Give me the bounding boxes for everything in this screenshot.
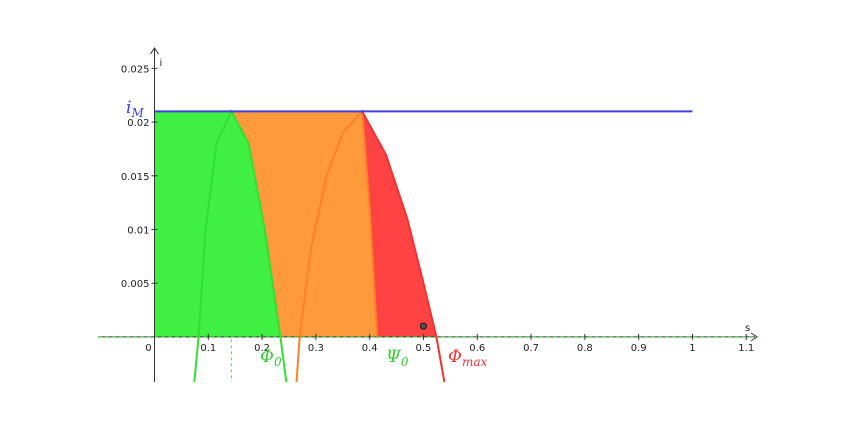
annotation-sub: max [462,355,488,369]
curve [295,109,379,383]
y-tick-label: 0.025 [121,64,150,75]
y-tick-label: 0.015 [121,172,150,183]
x-tick-label: 0.1 [200,343,216,354]
fill-region [231,111,378,337]
x-tick-label: 0.5 [416,343,432,354]
x-tick-label: 0 [145,343,151,354]
annotation: iM [126,98,144,120]
annotation-sub: 0 [274,355,282,369]
annotation-text: Φ [260,347,274,367]
x-tick-label: 0.4 [362,343,378,354]
x-tick-label: 0.6 [469,343,485,354]
annotation-sub: M [130,106,144,120]
x-axis-label: s [745,323,750,334]
y-tick-label: 0.02 [127,118,149,129]
x-arrow [750,332,758,342]
x-tick-label: 0.2 [254,343,270,354]
annotation-sub: 0 [401,355,409,369]
y-arrow [150,47,159,55]
y-tick-label: 0.005 [121,279,150,290]
x-tick-label: 0.7 [523,343,539,354]
x-tick-label: 0.8 [577,343,593,354]
x-tick-label: 1.1 [738,343,754,354]
annotation: Φ0 [260,347,282,369]
x-tick-label: 1 [689,343,695,354]
curve [361,110,446,383]
fill-region [362,111,437,337]
fill-region [154,111,281,337]
annotation-text: Φ [448,347,462,367]
x-tick-label: 0.3 [308,343,324,354]
y-tick-label: 0.01 [127,225,149,236]
y-axis-label: i [159,58,162,69]
point [419,322,427,330]
annotation: Φmax [448,347,487,369]
annotation-text: i [126,98,131,118]
annotation: Ψ0 [386,347,409,369]
annotation-text: Ψ [386,347,402,367]
x-tick-label: 0.9 [631,343,647,354]
